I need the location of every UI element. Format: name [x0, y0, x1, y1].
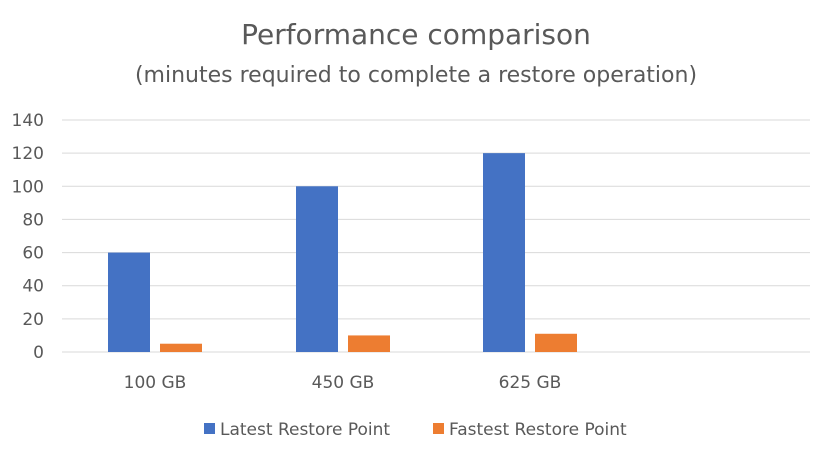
x-tick-label: 625 GB [499, 373, 562, 393]
chart-title: Performance comparison [241, 18, 591, 51]
y-tick-label: 40 [22, 277, 44, 297]
bar-fastest-2 [535, 333, 577, 352]
legend: Latest Restore Point Fastest Restore Poin… [204, 420, 627, 440]
x-tick-label: 450 GB [312, 373, 375, 393]
y-tick-label: 20 [22, 310, 44, 330]
y-axis-ticks: 0 20 40 60 80 100 120 140 [12, 111, 44, 363]
y-tick-label: 140 [12, 111, 44, 131]
legend-label: Fastest Restore Point [449, 420, 627, 440]
bar-latest-2 [483, 153, 525, 352]
y-tick-label: 60 [22, 244, 44, 264]
chart-subtitle: (minutes required to complete a restore … [135, 63, 697, 88]
x-tick-label: 100 GB [124, 373, 187, 393]
legend-label: Latest Restore Point [220, 420, 390, 440]
y-tick-label: 0 [33, 343, 44, 363]
bar-latest-1 [296, 186, 338, 352]
y-tick-label: 100 [12, 177, 44, 197]
gridlines [62, 119, 810, 353]
bar-latest-0 [108, 252, 150, 352]
y-tick-label: 120 [12, 144, 44, 164]
legend-swatch [204, 423, 215, 434]
bars [108, 153, 577, 352]
x-axis-ticks: 100 GB 450 GB 625 GB [124, 373, 562, 393]
bar-fastest-1 [348, 335, 390, 352]
legend-swatch [433, 423, 444, 434]
y-tick-label: 80 [22, 210, 44, 230]
bar-fastest-0 [160, 343, 202, 352]
